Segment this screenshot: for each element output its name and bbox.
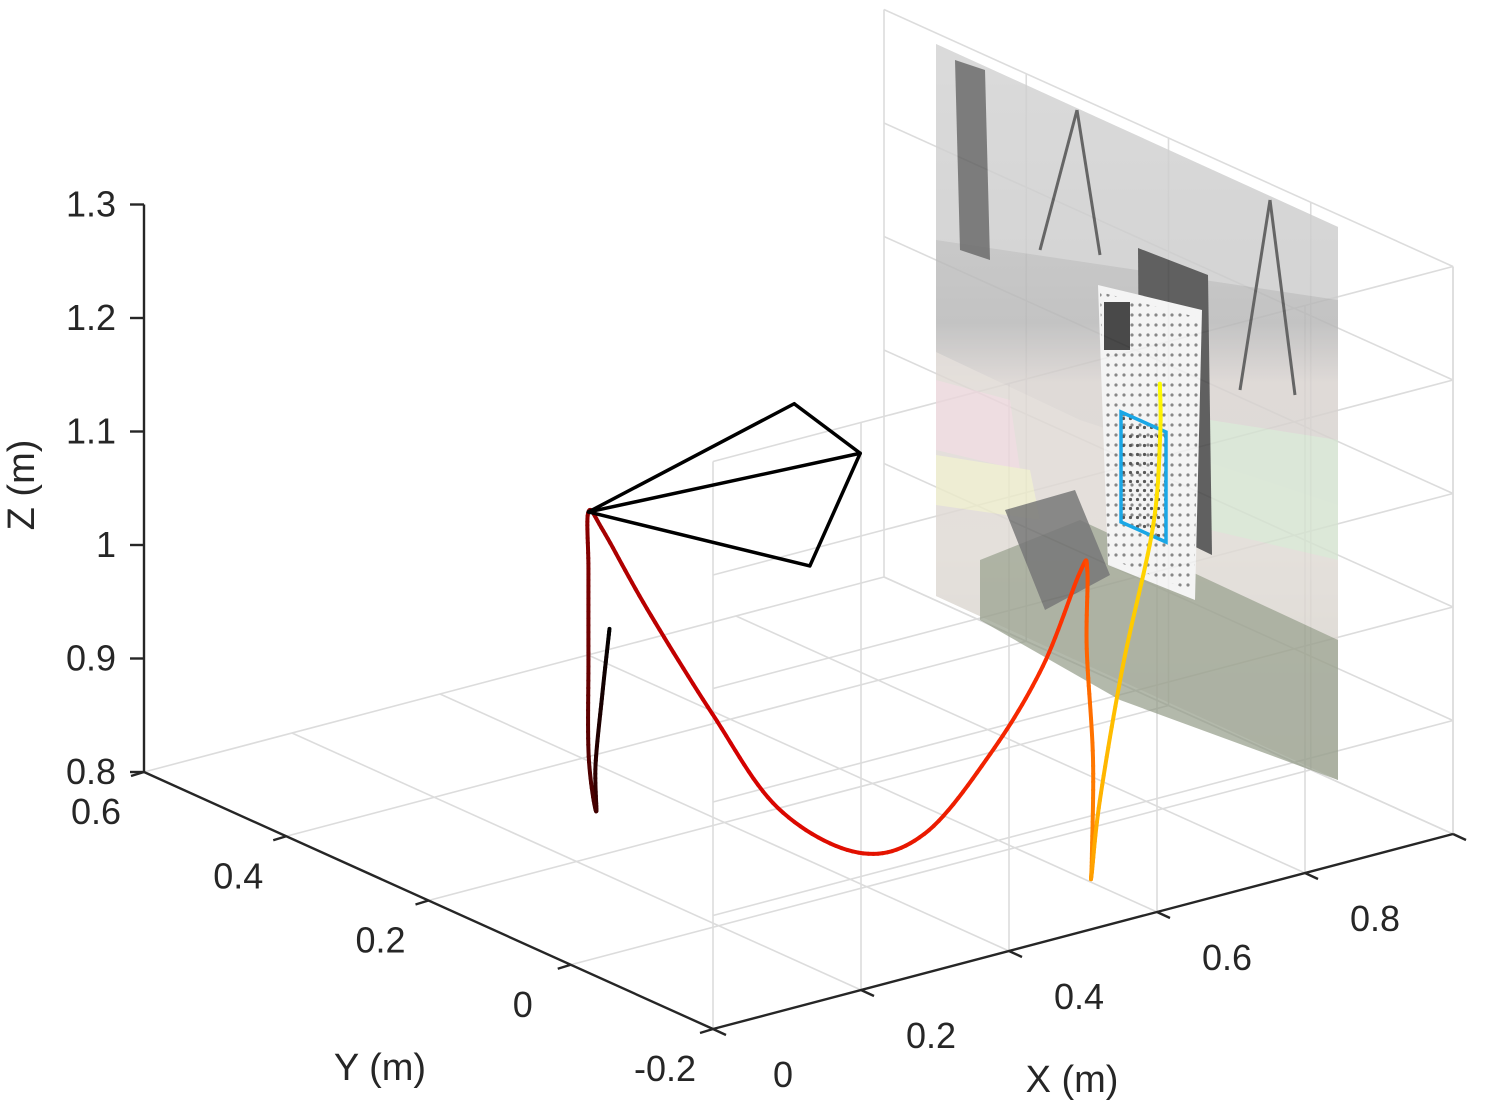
z-axis-title: Z (m) [1,440,43,531]
image-plane-tripod-2b [1268,199,1297,396]
frustum-base [793,402,862,567]
x-tick-label: 0.2 [906,1015,956,1056]
image-plane-dark-box [1005,490,1110,610]
image-plane-tripod-1b [1075,109,1102,256]
y-tick-label: 0.4 [213,855,263,896]
side-gridline-z [883,8,1454,268]
image-plane-marker [1104,302,1130,350]
x-tick [1304,871,1319,881]
image-plane-pink-tiles [936,380,1020,470]
x-tick [712,1027,727,1037]
x-tick [1452,832,1467,842]
y-tick [557,963,572,970]
axes [130,203,1467,1037]
z-tick-label: 1.1 [66,411,116,452]
frustum-edge [586,451,862,514]
x-tick [1156,910,1171,920]
z-tick-label: 1 [96,524,116,565]
frustum-edge [586,401,796,514]
frustum-edge [586,510,812,568]
y-tick [699,1027,714,1035]
y-tick [415,899,429,906]
x-tick [1008,949,1023,959]
camera-frustum [586,401,862,568]
y-axis-title: Y (m) [334,1047,426,1089]
z-tick-label: 1.2 [66,297,116,338]
y-tick-label: 0.2 [355,920,405,961]
z-tick-label: 0.8 [66,751,116,792]
floor-gridline-y [286,640,1027,838]
floor-gridline-y [143,576,885,773]
z-tick-label: 0.9 [66,638,116,679]
x-tick-label: 0.4 [1054,976,1104,1017]
image-plane [936,44,1338,780]
image-plane-yellow-tiles [936,455,1040,520]
y-tick-label: 0.6 [71,791,121,832]
image-plane-tripod-1 [1038,109,1079,251]
image-plane-highlight-box [1119,409,1168,545]
x-axis-title: X (m) [1026,1059,1119,1101]
image-plane-tripod-2 [1238,199,1272,391]
back-gridline-z [712,719,1454,917]
x-tick-label: 0 [773,1054,793,1095]
z-tick-label: 1.3 [66,184,116,225]
x-axis-line [712,832,1454,1031]
y-tick [272,835,287,842]
x-tick-label: 0.6 [1202,937,1252,978]
image-plane-green-tiles [1210,420,1338,560]
floor-gridline-y [428,704,1169,902]
floor-gridline-y [570,768,1311,966]
y-tick-label: -0.2 [634,1048,696,1089]
y-tick-label: 0 [513,984,533,1025]
image-plane-wall-top [936,44,1338,300]
tick-labels: 00.20.40.60.81-0.200.20.40.60.80.911.11.… [66,184,1400,1096]
x-tick [860,988,875,998]
image-plane-left-equipment [955,60,990,260]
x-tick-label: 0.8 [1350,898,1400,939]
